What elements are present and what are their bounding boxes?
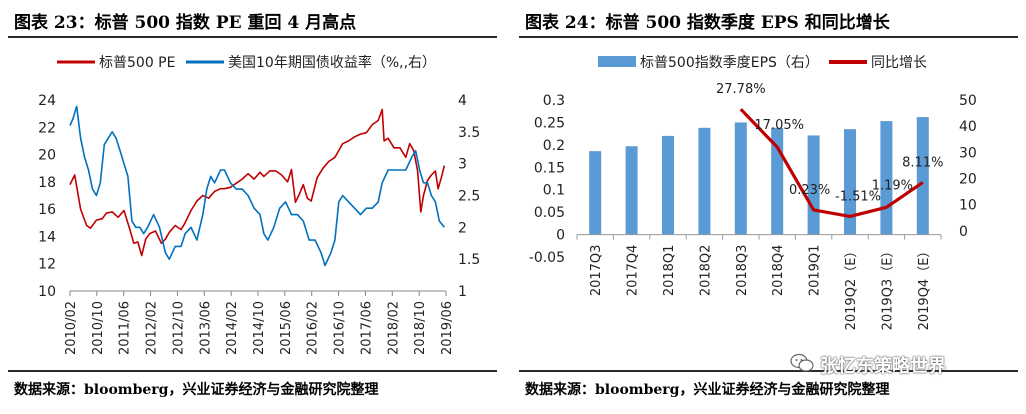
left-chart-panel: 图表 23：标普 500 指数 PE 重回 4 月高点 标普500 PE 美国10…	[0, 0, 505, 414]
eps-category-label: 2019Q3（E）	[880, 245, 895, 331]
growth-data-label: 17.05%	[754, 118, 804, 133]
eps-y-tick-label: 0.1	[543, 183, 565, 199]
left-source-note: 数据来源：bloomberg，兴业证券经济与金融研究院整理	[14, 382, 379, 398]
growth-y-tick-label: 0	[959, 224, 968, 240]
growth-data-label: 0.23%	[789, 183, 830, 198]
left-x-tick-label: 2017/06	[359, 301, 374, 355]
eps-y-tick-label: -0.05	[529, 250, 565, 266]
watermark-text: 张忆东策略世界	[820, 356, 946, 377]
eps-category-label: 2018Q1	[662, 245, 677, 297]
growth-series-line	[739, 108, 924, 218]
pe-series-line	[69, 108, 446, 257]
eps-y-tick-label: 0.05	[534, 205, 565, 221]
left-x-tick-label: 2016/10	[333, 301, 348, 355]
eps-bar	[734, 122, 747, 235]
left-x-tick-label: 2018/02	[386, 301, 401, 355]
eps-bar	[589, 151, 602, 235]
growth-data-label: 8.11%	[902, 155, 943, 170]
left-x-tick-label: 2012/10	[171, 301, 186, 355]
right-top-rule	[519, 36, 1018, 38]
growth-data-label: 1.19%	[872, 178, 913, 193]
left-y-tick-label: 12	[38, 257, 56, 273]
legend-pe-label: 标普500 PE	[99, 55, 175, 71]
growth-data-label: 27.78%	[716, 82, 766, 97]
legend-eps-swatch	[598, 56, 636, 67]
growth-y-tick-label: 20	[959, 172, 977, 188]
left-x-tick-label: 2014/02	[225, 301, 240, 355]
eps-y-tick-label: 0.15	[534, 160, 565, 176]
left-x-tick-label: 2011/06	[118, 301, 133, 355]
left-x-tick-label: 2010/02	[64, 301, 79, 355]
eps-bar	[662, 135, 674, 235]
eps-y-tick-label: 0.3	[543, 93, 565, 109]
left-bottom-rule	[8, 370, 497, 372]
right-y-tick-label: 4	[458, 93, 467, 109]
left-x-tick-label: 2013/06	[198, 301, 213, 355]
left-y-tick-label: 10	[38, 284, 56, 300]
right-y-tick-label: 1.5	[458, 252, 480, 268]
left-x-tick-label: 2015/06	[279, 301, 294, 355]
right-y-tick-label: 1	[458, 284, 467, 300]
legend-eps-label: 标普500指数季度EPS（右）	[640, 55, 819, 71]
right-bottom-rule	[519, 370, 1018, 372]
left-x-tick-label: 2012/02	[145, 301, 160, 355]
left-top-rule	[8, 36, 497, 38]
left-y-tick-label: 20	[38, 148, 56, 164]
eps-bar	[916, 117, 929, 235]
eps-growth-combo-chart: 标普500指数季度EPS（右） 同比增长 -0.05 0 0.05 0.1 0.15 0.2 0…	[529, 55, 977, 331]
eps-category-label: 2018Q4	[771, 245, 786, 297]
eps-y-tick-label: 0.2	[543, 138, 565, 154]
growth-y-tick-label: 10	[959, 198, 977, 214]
left-x-tick-label: 2014/10	[252, 301, 267, 355]
left-y-tick-label: 14	[38, 229, 56, 245]
left-chart-title: 图表 23：标普 500 指数 PE 重回 4 月高点	[14, 13, 357, 33]
eps-category-label: 2019Q4（E）	[917, 245, 932, 331]
right-chart-title: 图表 24：标普 500 指数季度 EPS 和同比增长	[525, 13, 890, 33]
eps-bar	[844, 129, 856, 235]
left-x-tick-label: 2018/10	[413, 301, 428, 355]
growth-y-tick-label: 50	[959, 93, 977, 109]
right-y-tick-label: 2	[458, 220, 467, 236]
eps-category-label: 2018Q3	[735, 245, 750, 297]
right-y-tick-label: 3.5	[458, 125, 480, 141]
right-source-note: 数据来源：bloomberg，兴业证券经济与金融研究院整理	[525, 382, 890, 398]
growth-y-tick-label: 40	[959, 119, 977, 135]
yield-series-line	[69, 105, 446, 267]
left-y-tick-label: 16	[38, 202, 56, 218]
eps-category-label: 2018Q2	[698, 245, 713, 297]
eps-bar	[625, 146, 638, 235]
right-y-tick-label: 2.5	[458, 189, 480, 205]
eps-bar	[698, 127, 711, 235]
eps-y-tick-label: 0.25	[534, 115, 565, 131]
eps-category-label: 2017Q4	[626, 245, 641, 297]
left-y-tick-label: 24	[38, 93, 56, 109]
left-y-tick-label: 22	[38, 120, 56, 136]
right-y-tick-label: 3	[458, 157, 467, 173]
left-x-tick-label: 2019/06	[440, 301, 455, 355]
legend-growth-label: 同比增长	[871, 55, 927, 71]
left-x-tick-label: 2010/10	[91, 301, 106, 355]
right-chart-panel: 图表 24：标普 500 指数季度 EPS 和同比增长 标普500指数季度EPS…	[511, 0, 1026, 414]
growth-y-tick-label: 30	[959, 145, 977, 161]
eps-category-label: 2017Q3	[589, 245, 604, 297]
legend-yield-label: 美国10年期国债收益率（%,,右）	[228, 54, 436, 71]
eps-category-label: 2019Q1	[808, 245, 823, 297]
left-y-tick-label: 18	[38, 175, 56, 191]
eps-y-tick-label: 0	[556, 228, 565, 244]
pe-yield-line-chart: 标普500 PE 美国10年期国债收益率（%,,右）101214161820222…	[38, 54, 480, 355]
left-x-tick-label: 2016/02	[306, 301, 321, 355]
growth-data-label: -1.51%	[835, 189, 881, 204]
eps-category-label: 2019Q2（E）	[844, 245, 859, 331]
wechat-icon	[790, 353, 814, 372]
